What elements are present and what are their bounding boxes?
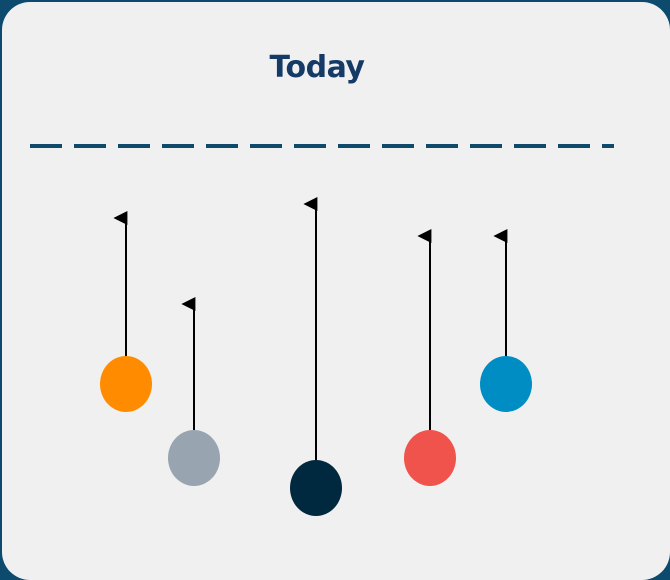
diagram-title: Today	[269, 50, 365, 85]
item-orange	[100, 211, 152, 412]
circle-red	[404, 430, 456, 486]
circle-navy	[290, 460, 342, 516]
circle-orange	[100, 356, 152, 412]
item-navy	[290, 197, 342, 516]
item-grey	[168, 297, 220, 486]
item-red	[404, 229, 456, 486]
item-blue	[480, 229, 532, 412]
circle-grey	[168, 430, 220, 486]
circle-blue	[480, 356, 532, 412]
